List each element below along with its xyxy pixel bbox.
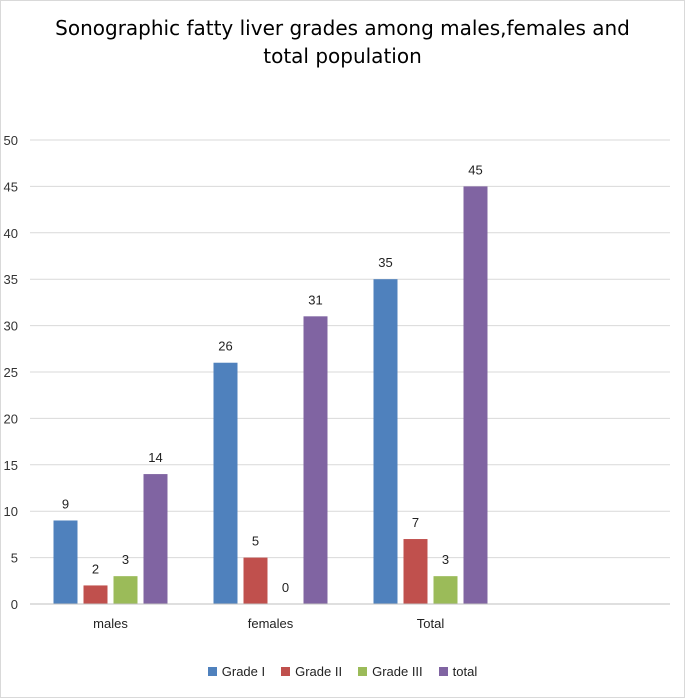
bar-total-males <box>143 474 168 604</box>
bar-grade-ii-males <box>83 585 108 604</box>
data-label: 3 <box>442 552 449 567</box>
y-tick-label: 15 <box>4 458 18 473</box>
data-labels: 9 2 3 14 26 5 0 31 35 7 3 45 <box>62 162 483 595</box>
data-label: 3 <box>122 552 129 567</box>
legend: Grade I Grade II Grade III total <box>0 664 685 679</box>
data-label: 26 <box>218 339 232 354</box>
bar-grade-ii-total <box>403 539 428 604</box>
y-tick-label: 40 <box>4 226 18 241</box>
bar-total-females <box>303 316 328 604</box>
bar-grade-i-total <box>373 279 398 604</box>
legend-swatch <box>358 667 368 676</box>
y-tick-label: 10 <box>4 504 18 519</box>
y-tick-label: 0 <box>11 597 18 612</box>
data-label: 35 <box>378 255 392 270</box>
data-label: 0 <box>282 580 289 595</box>
y-tick-label: 50 <box>4 133 18 148</box>
legend-label: Grade II <box>295 664 343 679</box>
legend-item: Grade I <box>207 664 266 679</box>
bar-grade-iii-total <box>433 576 458 604</box>
y-tick-label: 20 <box>4 411 18 426</box>
y-tick-label: 30 <box>4 319 18 334</box>
bar-total-total <box>463 186 488 604</box>
bar-grade-ii-females <box>243 557 268 604</box>
bars <box>53 186 488 604</box>
y-axis: 0 5 10 15 20 25 30 35 40 45 50 <box>4 133 18 612</box>
y-tick-label: 25 <box>4 365 18 380</box>
legend-swatch <box>207 667 217 676</box>
legend-item: total <box>438 664 478 679</box>
legend-label: total <box>452 664 478 679</box>
data-label: 31 <box>308 292 322 307</box>
chart-title: Sonographic fatty liver grades among mal… <box>55 16 630 68</box>
x-tick-label: females <box>248 616 294 631</box>
gridlines <box>30 139 670 605</box>
legend-swatch <box>438 667 448 676</box>
y-tick-label: 5 <box>11 551 18 566</box>
legend-label: Grade III <box>372 664 423 679</box>
data-label: 2 <box>92 561 99 576</box>
y-tick-label: 35 <box>4 272 18 287</box>
bar-grade-i-females <box>213 362 238 604</box>
x-tick-label: males <box>93 616 128 631</box>
data-label: 45 <box>468 162 482 177</box>
bar-grade-i-males <box>53 520 78 604</box>
data-label: 7 <box>412 515 419 530</box>
bar-grade-iii-males <box>113 576 138 604</box>
legend-item: Grade II <box>281 664 342 679</box>
data-label: 9 <box>62 496 69 511</box>
x-tick-label: Total <box>417 616 445 631</box>
data-label: 14 <box>148 450 162 465</box>
data-label: 5 <box>252 534 259 549</box>
legend-swatch <box>281 667 291 676</box>
x-axis: males females Total <box>30 603 670 631</box>
legend-label: Grade I <box>221 664 266 679</box>
legend-item: Grade III <box>358 664 423 679</box>
y-tick-label: 45 <box>4 179 18 194</box>
